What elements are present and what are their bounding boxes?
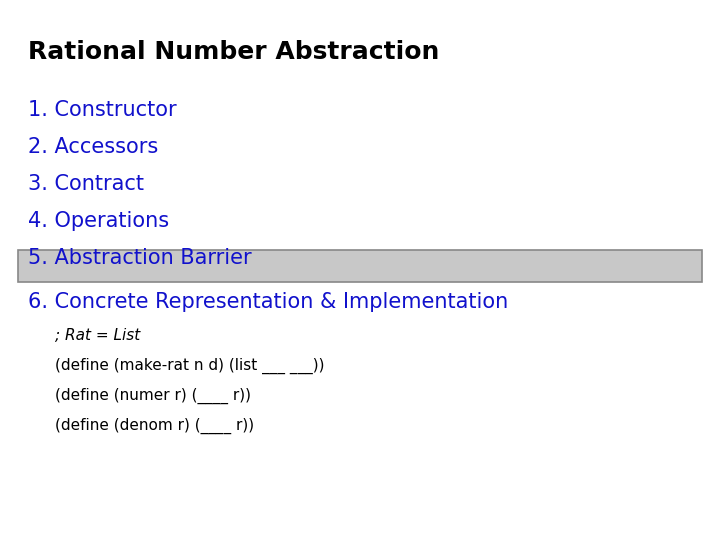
Text: (define (denom r) (____ r)): (define (denom r) (____ r)) [55, 418, 254, 434]
Text: ; Rat = List: ; Rat = List [55, 328, 140, 343]
Text: 4. Operations: 4. Operations [28, 211, 169, 231]
Text: 5. Abstraction Barrier: 5. Abstraction Barrier [28, 248, 251, 268]
Text: 6. Concrete Representation & Implementation: 6. Concrete Representation & Implementat… [28, 292, 508, 312]
FancyBboxPatch shape [18, 250, 702, 282]
Text: 1. Constructor: 1. Constructor [28, 100, 176, 120]
Text: (define (make-rat n d) (list ___ ___)): (define (make-rat n d) (list ___ ___)) [55, 358, 325, 374]
Text: 2. Accessors: 2. Accessors [28, 137, 158, 157]
Text: 3. Contract: 3. Contract [28, 174, 144, 194]
Text: Rational Number Abstraction: Rational Number Abstraction [28, 40, 439, 64]
Text: (define (numer r) (____ r)): (define (numer r) (____ r)) [55, 388, 251, 404]
